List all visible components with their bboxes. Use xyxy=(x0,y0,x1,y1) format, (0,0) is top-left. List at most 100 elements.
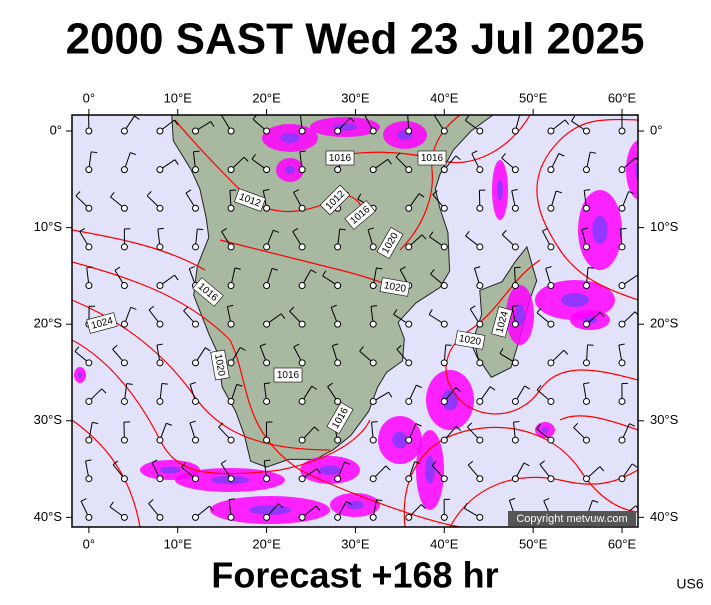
station xyxy=(512,321,518,327)
station xyxy=(193,321,199,327)
station xyxy=(193,514,199,520)
station xyxy=(157,437,163,443)
lon-tick-label: 30°E xyxy=(341,536,370,551)
station xyxy=(619,437,625,443)
station xyxy=(583,244,589,250)
isobar-label-group: 1016 xyxy=(326,151,354,165)
station xyxy=(193,398,199,404)
station xyxy=(264,244,270,250)
station xyxy=(370,167,376,173)
station xyxy=(299,167,305,173)
lon-tick-label: 40°E xyxy=(430,90,459,105)
station xyxy=(228,128,234,134)
station xyxy=(619,244,625,250)
station xyxy=(370,514,376,520)
station xyxy=(121,321,127,327)
station xyxy=(406,437,412,443)
station xyxy=(406,244,412,250)
station xyxy=(370,360,376,366)
station xyxy=(441,437,447,443)
station xyxy=(121,128,127,134)
station xyxy=(228,244,234,250)
station xyxy=(193,167,199,173)
station xyxy=(619,283,625,289)
station xyxy=(619,360,625,366)
station xyxy=(477,283,483,289)
station xyxy=(193,437,199,443)
station xyxy=(477,476,483,482)
station xyxy=(264,398,270,404)
station xyxy=(548,205,554,211)
precip-core xyxy=(346,501,364,509)
station xyxy=(406,205,412,211)
station xyxy=(121,398,127,404)
station xyxy=(264,514,270,520)
station xyxy=(583,283,589,289)
station xyxy=(441,360,447,366)
station xyxy=(264,205,270,211)
station xyxy=(228,167,234,173)
station xyxy=(157,360,163,366)
station xyxy=(299,205,305,211)
station xyxy=(299,514,305,520)
precip-core xyxy=(592,216,607,244)
lat-tick-label: 20°S xyxy=(34,316,63,331)
footer: Forecast +168 hr xyxy=(211,555,498,596)
lon-tick-label: 50°E xyxy=(519,90,548,105)
station xyxy=(512,476,518,482)
station xyxy=(583,437,589,443)
station xyxy=(619,398,625,404)
lon-tick-label: 10°E xyxy=(164,536,193,551)
station xyxy=(335,360,341,366)
precip-core xyxy=(320,465,341,475)
station xyxy=(583,205,589,211)
station xyxy=(548,360,554,366)
precip-core xyxy=(280,133,300,143)
station xyxy=(299,283,305,289)
station xyxy=(406,321,412,327)
precip-core xyxy=(425,456,435,484)
station xyxy=(335,283,341,289)
wind-barb xyxy=(340,229,346,230)
lon-tick-label: 60°E xyxy=(608,536,637,551)
station xyxy=(441,398,447,404)
station xyxy=(548,437,554,443)
wind-barb xyxy=(514,422,520,423)
station xyxy=(264,321,270,327)
station xyxy=(477,360,483,366)
station xyxy=(86,283,92,289)
station xyxy=(370,476,376,482)
station xyxy=(335,244,341,250)
wind-barb xyxy=(229,499,235,500)
station xyxy=(299,476,305,482)
station xyxy=(370,321,376,327)
lat-tick-label: 30°S xyxy=(650,412,679,427)
station xyxy=(299,437,305,443)
station xyxy=(441,244,447,250)
station xyxy=(121,360,127,366)
station xyxy=(512,360,518,366)
station xyxy=(548,244,554,250)
station xyxy=(264,283,270,289)
station xyxy=(86,360,92,366)
station xyxy=(441,205,447,211)
lon-tick-label: 60°E xyxy=(608,90,637,105)
station xyxy=(477,244,483,250)
station xyxy=(477,437,483,443)
station xyxy=(619,321,625,327)
station xyxy=(370,244,376,250)
station xyxy=(441,321,447,327)
station xyxy=(583,476,589,482)
station xyxy=(86,205,92,211)
station xyxy=(477,321,483,327)
station xyxy=(406,128,412,134)
station xyxy=(157,321,163,327)
wind-barb xyxy=(620,228,626,229)
station xyxy=(335,437,341,443)
lat-tick-label: 0° xyxy=(650,122,662,137)
station xyxy=(121,205,127,211)
lon-tick-label: 50°E xyxy=(519,536,548,551)
station xyxy=(441,128,447,134)
station xyxy=(406,360,412,366)
lon-tick-label: 20°E xyxy=(252,90,281,105)
